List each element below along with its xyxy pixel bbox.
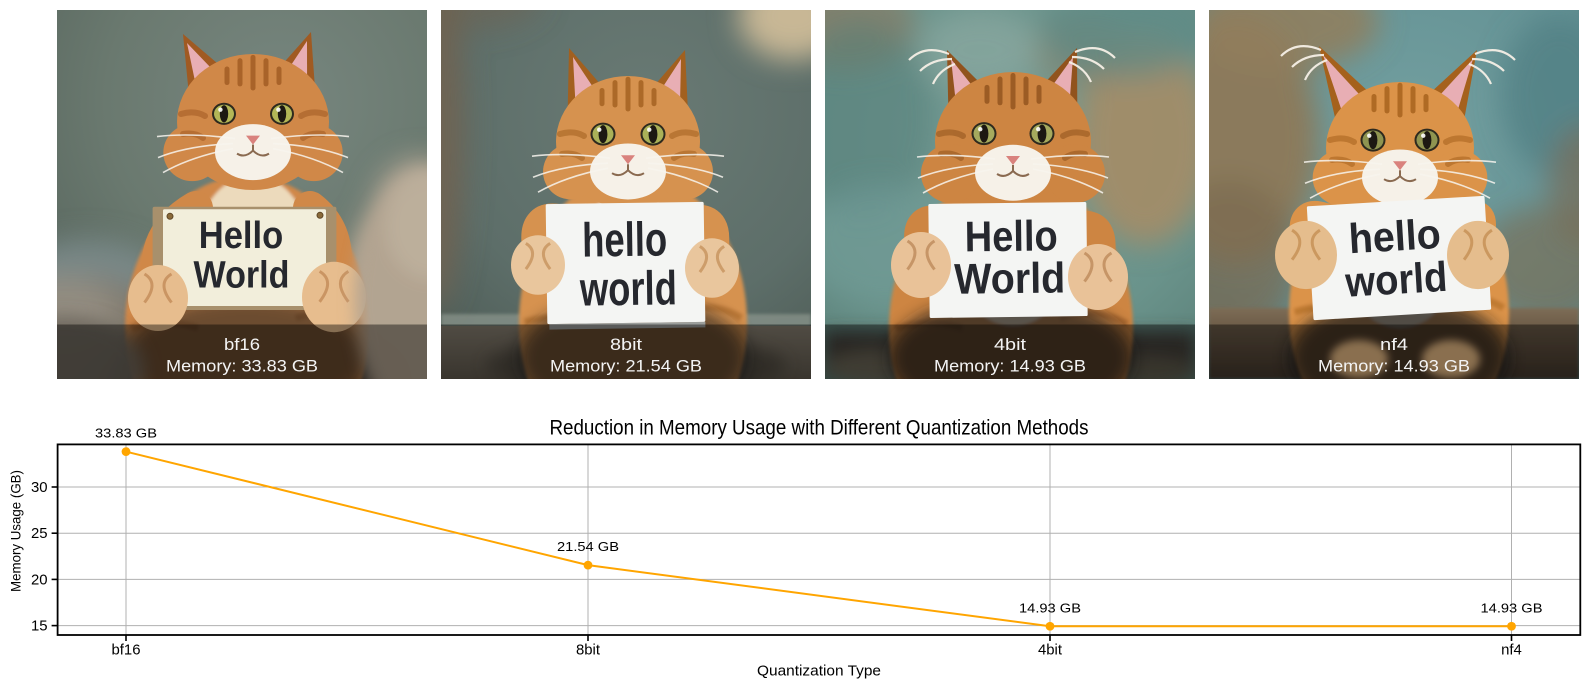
svg-text:world: world [579, 262, 677, 316]
svg-text:Memory: 33.83 GB: Memory: 33.83 GB [166, 357, 318, 376]
svg-text:hello: hello [582, 213, 668, 267]
svg-text:4bit: 4bit [994, 335, 1026, 354]
svg-text:30: 30 [31, 480, 48, 496]
svg-text:world: world [1343, 253, 1449, 306]
svg-text:nf4: nf4 [1501, 643, 1522, 659]
svg-text:Hello: Hello [199, 215, 284, 257]
svg-text:Memory: 21.54 GB: Memory: 21.54 GB [550, 357, 702, 376]
svg-text:21.54 GB: 21.54 GB [557, 539, 619, 554]
svg-text:Hello: Hello [964, 212, 1058, 261]
svg-text:4bit: 4bit [1038, 643, 1063, 659]
svg-text:14.93 GB: 14.93 GB [1481, 600, 1543, 615]
svg-text:Memory: 14.93 GB: Memory: 14.93 GB [934, 357, 1086, 376]
svg-text:8bit: 8bit [610, 335, 642, 354]
svg-text:25: 25 [31, 526, 48, 542]
svg-text:hello: hello [1347, 210, 1442, 262]
svg-text:8bit: 8bit [576, 643, 601, 659]
svg-text:World: World [194, 255, 290, 297]
svg-text:15: 15 [31, 619, 48, 635]
svg-text:Quantization Type: Quantization Type [757, 663, 881, 680]
svg-text:Reduction in Memory Usage with: Reduction in Memory Usage with Different… [550, 417, 1089, 440]
svg-text:Memory Usage (GB): Memory Usage (GB) [9, 470, 24, 592]
svg-text:20: 20 [31, 572, 48, 588]
svg-text:14.93 GB: 14.93 GB [1019, 600, 1081, 615]
svg-text:bf16: bf16 [224, 335, 260, 354]
svg-text:Memory: 14.93 GB: Memory: 14.93 GB [1318, 357, 1470, 376]
svg-text:nf4: nf4 [1380, 335, 1408, 354]
svg-text:World: World [954, 254, 1066, 303]
svg-text:33.83 GB: 33.83 GB [95, 426, 157, 441]
svg-text:bf16: bf16 [112, 643, 141, 659]
